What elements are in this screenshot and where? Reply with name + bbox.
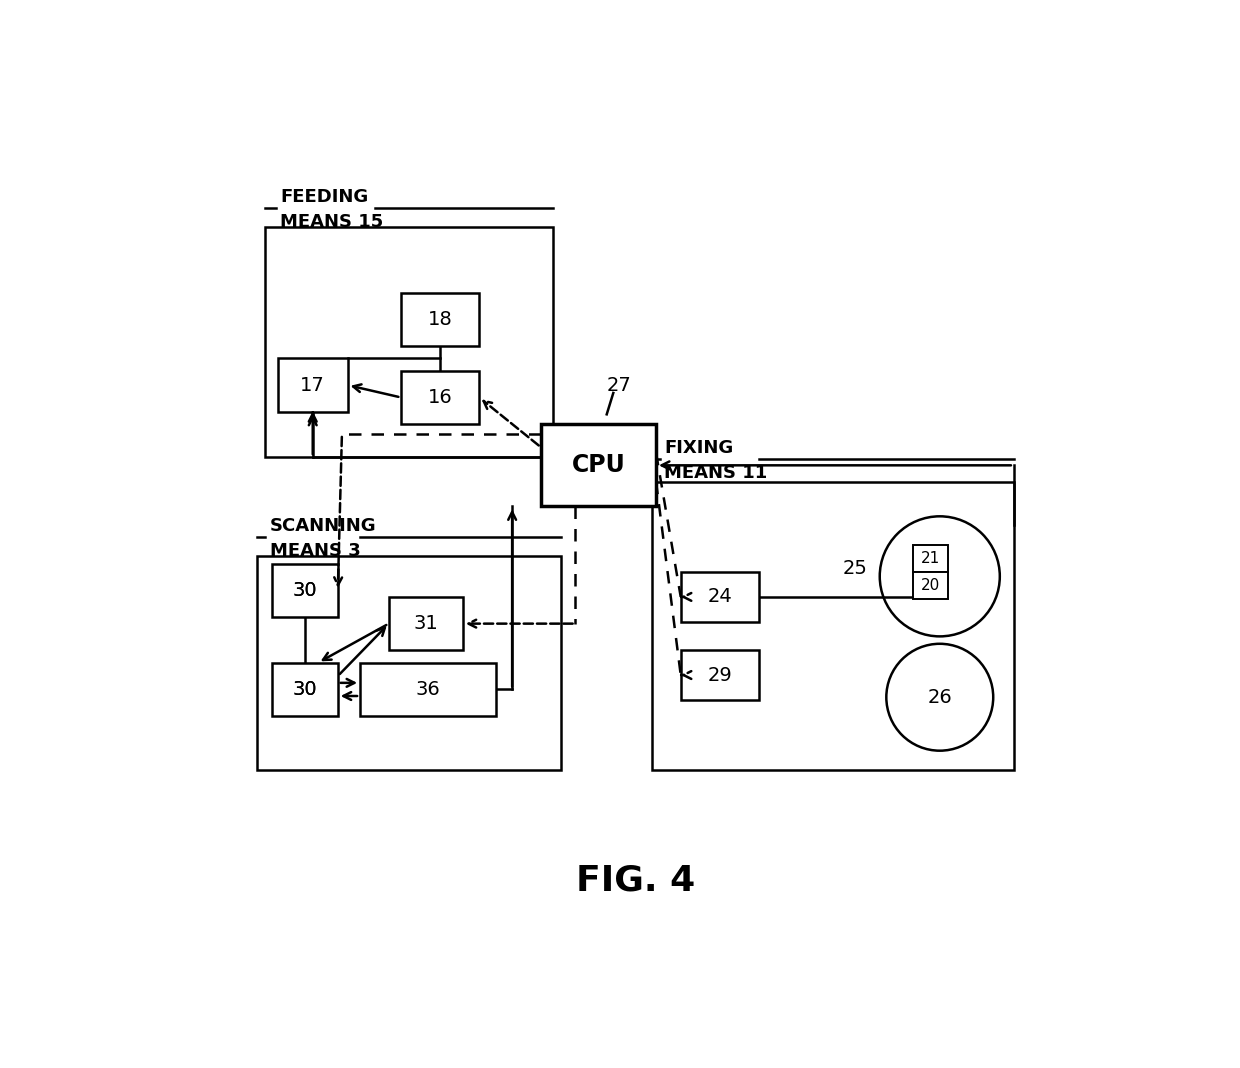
Text: MEANS 15: MEANS 15 [280, 213, 383, 231]
Text: 30: 30 [293, 581, 317, 600]
Bar [257, 555, 562, 770]
Text: 25: 25 [842, 559, 868, 578]
Bar [541, 424, 656, 506]
Bar [360, 662, 496, 717]
Text: FEEDING: FEEDING [280, 188, 368, 206]
Text: 26: 26 [928, 688, 952, 707]
Text: FIXING: FIXING [665, 439, 734, 457]
Bar [272, 564, 337, 617]
Text: 30: 30 [293, 581, 317, 600]
Bar [401, 293, 479, 346]
Text: 16: 16 [428, 388, 453, 407]
Bar [401, 371, 479, 424]
Text: FIG. 4: FIG. 4 [575, 864, 696, 897]
Text: 17: 17 [300, 376, 325, 395]
Text: 27: 27 [606, 376, 631, 395]
Text: 30: 30 [293, 680, 317, 698]
Text: 21: 21 [921, 551, 940, 566]
Text: 18: 18 [428, 310, 453, 329]
Text: MEANS 3: MEANS 3 [269, 541, 361, 560]
Bar [265, 226, 553, 457]
Text: CPU: CPU [572, 453, 625, 477]
Bar [272, 662, 337, 717]
Bar [914, 572, 949, 599]
Bar [681, 572, 759, 622]
Text: 20: 20 [921, 578, 940, 594]
Text: 36: 36 [415, 680, 440, 698]
Bar [681, 650, 759, 700]
Bar [652, 482, 1014, 770]
Bar [389, 597, 463, 650]
Text: 24: 24 [707, 587, 732, 607]
Bar [914, 545, 949, 572]
Text: 29: 29 [707, 665, 732, 685]
Bar [278, 359, 347, 412]
Text: MEANS 11: MEANS 11 [665, 464, 768, 482]
Text: SCANNING: SCANNING [269, 517, 376, 535]
Text: 30: 30 [293, 680, 317, 698]
Text: 31: 31 [413, 614, 438, 633]
